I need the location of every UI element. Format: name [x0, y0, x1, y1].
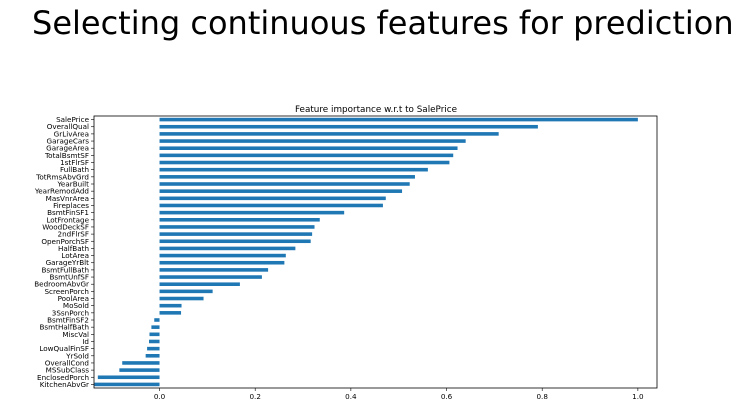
bar-2ndFlrSF — [159, 232, 313, 236]
y-tick-label: EnclosedPorch — [37, 373, 89, 382]
y-tick-label: LowQualFinSF — [39, 344, 89, 353]
bar-BsmtHalfBath — [151, 325, 160, 329]
y-tick-label: LotArea — [61, 251, 89, 260]
bar-GarageYrBlt — [159, 260, 285, 265]
y-tick-label: 2ndFlrSF — [58, 230, 89, 239]
y-tick-label: SalePrice — [56, 115, 89, 124]
y-tick-label: Fireplaces — [53, 201, 89, 210]
bar-SalePrice — [159, 117, 638, 122]
bar-GrLivArea — [159, 132, 499, 136]
bar-YearRemodAdd — [159, 189, 403, 193]
bar-WoodDeckSF — [159, 225, 315, 229]
y-tick-label: GarageYrBlt — [46, 258, 90, 267]
bar-FullBath — [159, 167, 428, 172]
y-tick-label: OverallCond — [45, 358, 89, 367]
y-axis-ticks: SalePriceOverallQualGrLivAreaGarageCarsG… — [34, 115, 94, 389]
slide-title: Selecting continuous features for predic… — [32, 4, 734, 42]
bar-OpenPorchSF — [159, 239, 311, 244]
bar-EnclosedPorch — [97, 375, 160, 380]
y-tick-label: PoolArea — [58, 294, 89, 303]
y-tick-label: MiscVal — [62, 330, 89, 339]
plot-frame — [93, 115, 658, 389]
chart-title: Feature importance w.r.t to SalePrice — [295, 105, 457, 115]
y-tick-label: ScreenPorch — [45, 287, 90, 296]
x-tick-label: 1.0 — [632, 392, 644, 401]
bars-group — [94, 117, 638, 387]
bar-BsmtFinSF2 — [154, 318, 160, 322]
y-tick-label: YearRemodAdd — [34, 187, 89, 196]
y-tick-label: LotFrontage — [46, 215, 89, 224]
bar-MoSold — [159, 303, 182, 308]
y-tick-label: BsmtFinSF1 — [47, 208, 89, 217]
y-tick-label: 1stFlrSF — [60, 158, 89, 167]
y-tick-label: MoSold — [63, 301, 89, 310]
bar-HalfBath — [159, 246, 296, 251]
y-tick-label: BsmtHalfBath — [39, 323, 89, 332]
y-tick-label: BsmtFinSF2 — [47, 316, 89, 325]
y-tick-label: OpenPorchSF — [41, 237, 89, 246]
y-tick-label: YrSold — [65, 351, 89, 360]
bar-BsmtFinSF1 — [159, 210, 345, 215]
y-tick-label: OverallQual — [47, 122, 89, 131]
bar-LotFrontage — [159, 218, 320, 222]
bar-MSSubClass — [119, 368, 160, 372]
bar-Fireplaces — [159, 203, 383, 208]
y-tick-label: KitchenAbvGr — [40, 380, 89, 389]
bar-1stFlrSF — [159, 160, 450, 165]
bar-TotalBsmtSF — [159, 153, 454, 158]
x-tick-label: 0.8 — [536, 392, 548, 401]
y-tick-label: BedroomAbvGr — [34, 280, 89, 289]
y-tick-label: GarageArea — [46, 144, 89, 153]
y-tick-label: FullBath — [60, 165, 89, 174]
y-tick-label: BsmtFullBath — [42, 265, 90, 274]
bar-Id — [149, 339, 160, 344]
y-tick-label: WoodDeckSF — [42, 222, 89, 231]
bar-ScreenPorch — [159, 289, 213, 294]
y-tick-label: Id — [82, 337, 89, 346]
x-tick-label: 0.6 — [441, 392, 453, 401]
bar-MasVnrArea — [159, 196, 386, 201]
bar-GarageCars — [159, 139, 466, 143]
bar-LotArea — [159, 253, 286, 258]
y-tick-label: HalfBath — [58, 244, 89, 253]
y-tick-label: BsmtUnfSF — [49, 273, 89, 282]
bar-OverallCond — [122, 361, 160, 365]
bar-GarageArea — [159, 146, 458, 150]
bar-YrSold — [145, 354, 160, 358]
bar-BsmtUnfSF — [159, 275, 262, 279]
bar-3SsnPorch — [159, 311, 182, 315]
bar-OverallQual — [159, 124, 538, 129]
y-tick-label: TotalBsmtSF — [44, 151, 89, 160]
y-tick-label: TotRmsAbvGrd — [35, 172, 89, 181]
x-axis-ticks: 0.0 0.2 0.4 0.6 0.8 1.0 — [154, 388, 644, 401]
bar-KitchenAbvGr — [94, 382, 160, 387]
x-tick-label: 0.2 — [249, 392, 260, 401]
bar-LowQualFinSF — [147, 346, 160, 351]
bar-BedroomAbvGr — [159, 282, 240, 286]
bar-TotRmsAbvGrd — [159, 175, 415, 179]
bar-MiscVal — [149, 332, 160, 337]
y-tick-label: YearBuilt — [56, 180, 89, 189]
y-tick-label: MasVnrArea — [46, 194, 89, 203]
bar-YearBuilt — [159, 182, 410, 186]
bar-PoolArea — [159, 296, 204, 301]
y-tick-label: GarageCars — [47, 137, 90, 146]
y-tick-label: GrLivArea — [54, 129, 89, 138]
y-tick-label: 3SsnPorch — [52, 308, 89, 317]
y-tick-label: MSSubClass — [46, 366, 90, 375]
x-tick-label: 0.0 — [154, 392, 166, 401]
x-tick-label: 0.4 — [345, 392, 357, 401]
bar-BsmtFullBath — [159, 268, 269, 272]
